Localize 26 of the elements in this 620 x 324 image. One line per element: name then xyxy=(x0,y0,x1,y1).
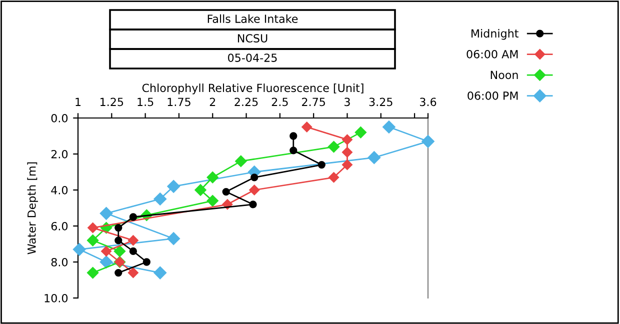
legend-label: Midnight xyxy=(472,29,518,40)
x-tick-label: 1.5 xyxy=(138,98,154,106)
legend-label: 06:00 AM xyxy=(466,50,518,58)
x-tick-label: 2.5 xyxy=(272,98,288,106)
x-tick-label: 2 xyxy=(210,98,216,106)
text: 05-04-25 xyxy=(228,54,277,62)
y-tick-label: 6.0 xyxy=(51,222,68,230)
y-tick-label: 8.0 xyxy=(51,258,68,266)
x-tick-label: 3.25 xyxy=(369,98,392,106)
y-tick-label: 10.0 xyxy=(44,294,68,302)
chart-subtitle: NCSU xyxy=(238,34,268,42)
y-axis-title: Water Depth [m] xyxy=(27,162,38,254)
x-tick-label: 2.75 xyxy=(302,98,325,106)
x-tick-label: 1 xyxy=(76,98,81,106)
x-tick-label: 1.25 xyxy=(100,98,124,106)
x-tick-label: 3 xyxy=(344,98,350,106)
y-tick-label: 4.0 xyxy=(51,186,68,194)
x-tick-label: 1.75 xyxy=(168,98,190,106)
y-tick-label: 0.0 xyxy=(51,114,68,122)
x-tick-label: 3.6 xyxy=(420,98,436,106)
legend-label: 06:00 PM xyxy=(468,91,518,100)
legend-label: Noon xyxy=(490,70,518,80)
chart-title: Falls Lake Intake xyxy=(208,14,298,23)
x-axis-title: Chlorophyll Relative Fluorescence [Unit] xyxy=(142,84,364,94)
x-tick-label: 2.25 xyxy=(234,98,258,106)
y-tick-label: 2.0 xyxy=(51,150,68,158)
